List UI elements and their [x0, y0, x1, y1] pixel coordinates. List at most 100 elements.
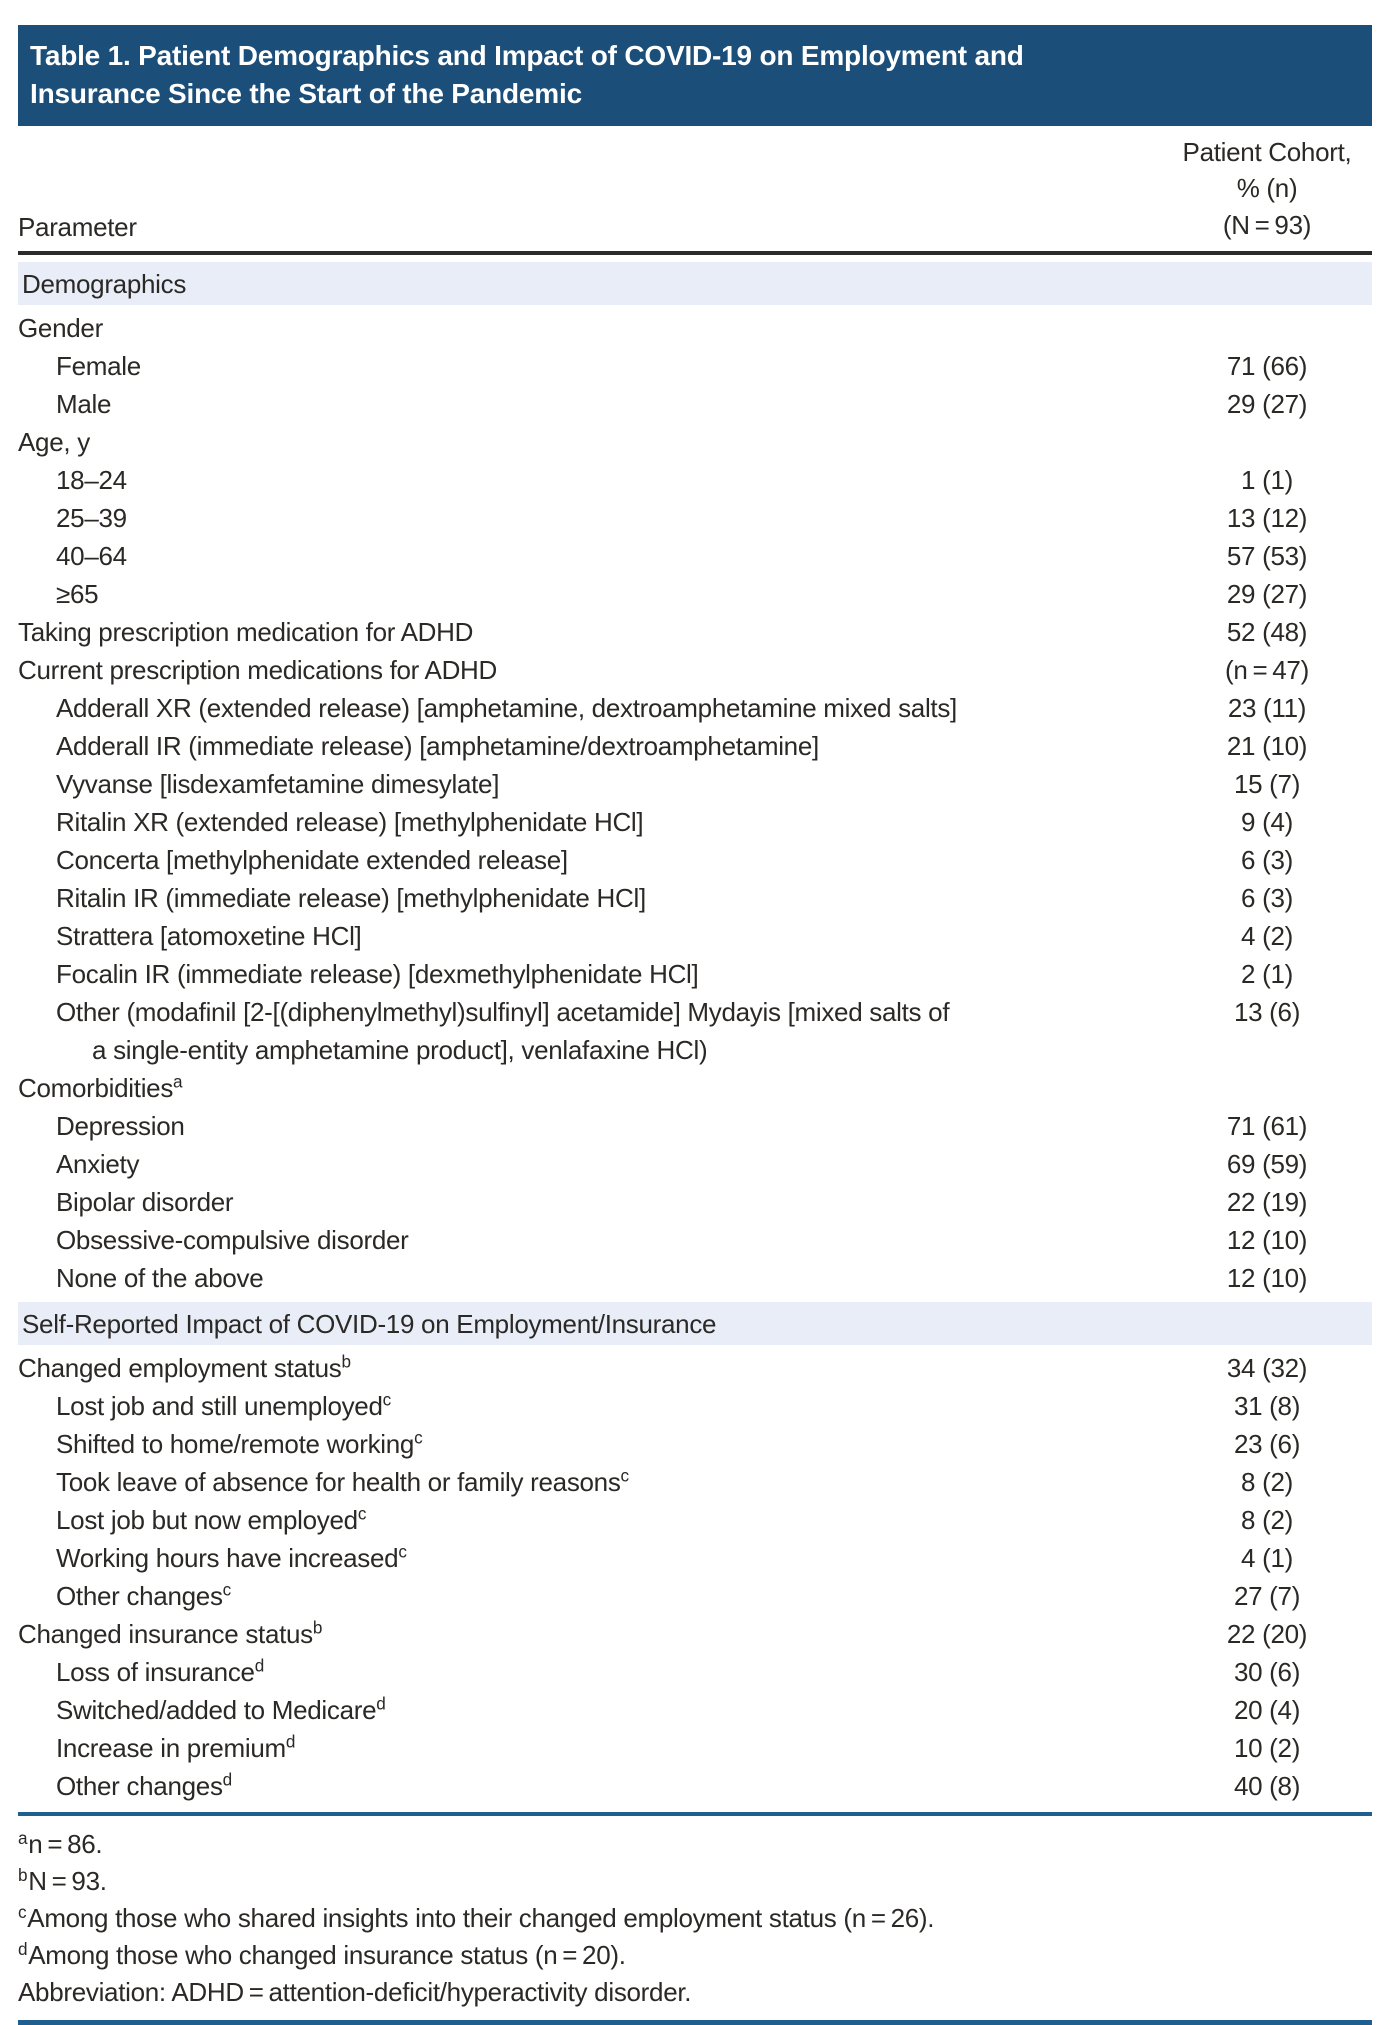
table-row: Changed employment statusb 34 (32)	[18, 1349, 1372, 1387]
row-value: 22 (19)	[1226, 1187, 1308, 1218]
row-label: Other (modafinil [2-[(diphenylmethyl)sul…	[18, 994, 1162, 1030]
row-value: 29 (27)	[1226, 579, 1308, 610]
row-label-text: Gender	[18, 313, 103, 344]
table-row: Ritalin IR (immediate release) [methylph…	[18, 879, 1372, 917]
footnote-marker: c	[18, 1901, 27, 1922]
table-row: Shifted to home/remote workingc 23 (6)	[18, 1425, 1372, 1463]
row-value: 8 (2)	[1241, 1505, 1293, 1536]
row-label: Switched/added to Medicared	[18, 1692, 1162, 1728]
row-label-text: Age, y	[18, 427, 90, 458]
table-row: Other changesd 40 (8)	[18, 1767, 1372, 1805]
row-label-text: None of the above	[56, 1263, 264, 1294]
row-value: 13 (12)	[1226, 503, 1308, 534]
table-row: None of the above 12 (10)	[18, 1259, 1372, 1297]
row-label-text: Anxiety	[56, 1149, 140, 1180]
row-label-text: 25–39	[56, 503, 127, 534]
row-label: Self-Reported Impact of COVID-19 on Empl…	[18, 1306, 1372, 1342]
table-row: Vyvanse [lisdexamfetamine dimesylate] 15 …	[18, 765, 1372, 803]
row-label: Other changesd	[18, 1768, 1162, 1804]
footnote: dAmong those who changed insurance statu…	[18, 1937, 1372, 1974]
row-label-text: Adderall XR (extended release) [amphetam…	[56, 693, 957, 724]
row-label-text: Ritalin IR (immediate release) [methylph…	[56, 883, 646, 914]
row-label: Ritalin XR (extended release) [methylphe…	[18, 804, 1162, 840]
row-label-text: Obsessive-compulsive disorder	[56, 1225, 409, 1256]
footnote-marker: c	[222, 1579, 232, 1600]
row-label: Bipolar disorder	[18, 1184, 1162, 1220]
row-label-text: Lost job but now employed	[56, 1505, 358, 1536]
table-row: 18–24 1 (1)	[18, 461, 1372, 499]
table-row: Ritalin XR (extended release) [methylphe…	[18, 803, 1372, 841]
row-value: 69 (59)	[1226, 1149, 1308, 1180]
footnote: an = 86.	[18, 1826, 1372, 1863]
table-row: Current prescription medications for ADH…	[18, 651, 1372, 689]
row-label: Working hours have increasedc	[18, 1540, 1162, 1576]
row-label: Changed employment statusb	[18, 1350, 1162, 1386]
footnote-marker: c	[414, 1427, 423, 1448]
row-label: Depression	[18, 1108, 1162, 1144]
row-label: Anxiety	[18, 1146, 1162, 1182]
table-row: Focalin IR (immediate release) [dexmethy…	[18, 955, 1372, 993]
footnote-marker: a	[18, 1827, 28, 1848]
table-row: Adderall XR (extended release) [amphetam…	[18, 689, 1372, 727]
table-row: Taking prescription medication for ADHD 5…	[18, 613, 1372, 651]
row-label: None of the above	[18, 1260, 1162, 1296]
row-label-text: Adderall IR (immediate release) [ampheta…	[56, 731, 819, 762]
table-row: Increase in premiumd 10 (2)	[18, 1729, 1372, 1767]
row-label: ≥65	[18, 576, 1162, 612]
footnote-marker: d	[18, 1938, 28, 1959]
row-value: 1 (1)	[1241, 465, 1293, 496]
table-row: Took leave of absence for health or fami…	[18, 1463, 1372, 1501]
table-title: Table 1. Patient Demographics and Impact…	[30, 40, 1024, 109]
row-label: Took leave of absence for health or fami…	[18, 1464, 1162, 1500]
row-label-text: Taking prescription medication for ADHD	[18, 617, 474, 648]
row-label: Shifted to home/remote workingc	[18, 1426, 1162, 1462]
row-label-text: 18–24	[56, 465, 127, 496]
row-value: 57 (53)	[1226, 541, 1308, 572]
table-row: Gender	[18, 309, 1372, 347]
row-label-text: Self-Reported Impact of COVID-19 on Empl…	[22, 1308, 717, 1339]
row-value: 12 (10)	[1226, 1263, 1308, 1294]
row-label: Lost job and still unemployedc	[18, 1388, 1162, 1424]
footnote-text: Among those who shared insights into the…	[27, 1903, 935, 1934]
row-value: 21 (10)	[1226, 731, 1308, 762]
row-label: Focalin IR (immediate release) [dexmethy…	[18, 956, 1162, 992]
row-label-text: ≥65	[56, 579, 99, 610]
row-value: 22 (20)	[1226, 1619, 1308, 1650]
footnote-marker: a	[173, 1071, 183, 1092]
row-label: Vyvanse [lisdexamfetamine dimesylate]	[18, 766, 1162, 802]
column-header-row: Parameter Patient Cohort, % (n) (N = 93)	[18, 126, 1372, 256]
row-label-text: 40–64	[56, 541, 127, 572]
row-value: 31 (8)	[1233, 1391, 1301, 1422]
table-row: ≥65 29 (27)	[18, 575, 1372, 613]
table-row: a single-entity amphetamine product], ve…	[18, 1031, 1372, 1069]
table-row: 40–64 57 (53)	[18, 537, 1372, 575]
row-value: 8 (2)	[1241, 1467, 1293, 1498]
footnote-marker: d	[376, 1693, 386, 1714]
row-label: Changed insurance statusb	[18, 1616, 1162, 1652]
row-label-text: Depression	[56, 1111, 185, 1142]
table-row: Age, y	[18, 423, 1372, 461]
row-label-text: Comorbidities	[18, 1073, 174, 1104]
table-row: Comorbiditiesa	[18, 1069, 1372, 1107]
row-label-text: Took leave of absence for health or fami…	[56, 1467, 621, 1498]
footnote-marker: c	[357, 1503, 367, 1524]
row-value: 10 (2)	[1233, 1733, 1301, 1764]
table-1-container: Table 1. Patient Demographics and Impact…	[18, 25, 1372, 2025]
footnote: bN = 93.	[18, 1863, 1372, 1900]
table-row: Concerta [methylphenidate extended relea…	[18, 841, 1372, 879]
footnote-marker: d	[222, 1769, 233, 1790]
row-label: Concerta [methylphenidate extended relea…	[18, 842, 1162, 878]
row-label: Female	[18, 348, 1162, 384]
section-header-row: Self-Reported Impact of COVID-19 on Empl…	[18, 1302, 1372, 1346]
footnotes-block: an = 86. bN = 93. cAmong those who shared …	[18, 1826, 1372, 2011]
row-value: 2 (1)	[1241, 959, 1293, 990]
table-row: Working hours have increasedc 4 (1)	[18, 1539, 1372, 1577]
table-row: Lost job but now employedc 8 (2)	[18, 1501, 1372, 1539]
row-value: 34 (32)	[1226, 1353, 1308, 1384]
table-row: Bipolar disorder 22 (19)	[18, 1183, 1372, 1221]
row-label: a single-entity amphetamine product], ve…	[18, 1032, 1162, 1068]
row-value: 40 (8)	[1233, 1771, 1301, 1802]
row-label: Loss of insuranced	[18, 1654, 1162, 1690]
row-label: Male	[18, 386, 1162, 422]
row-label-text: Lost job and still unemployed	[56, 1391, 383, 1422]
